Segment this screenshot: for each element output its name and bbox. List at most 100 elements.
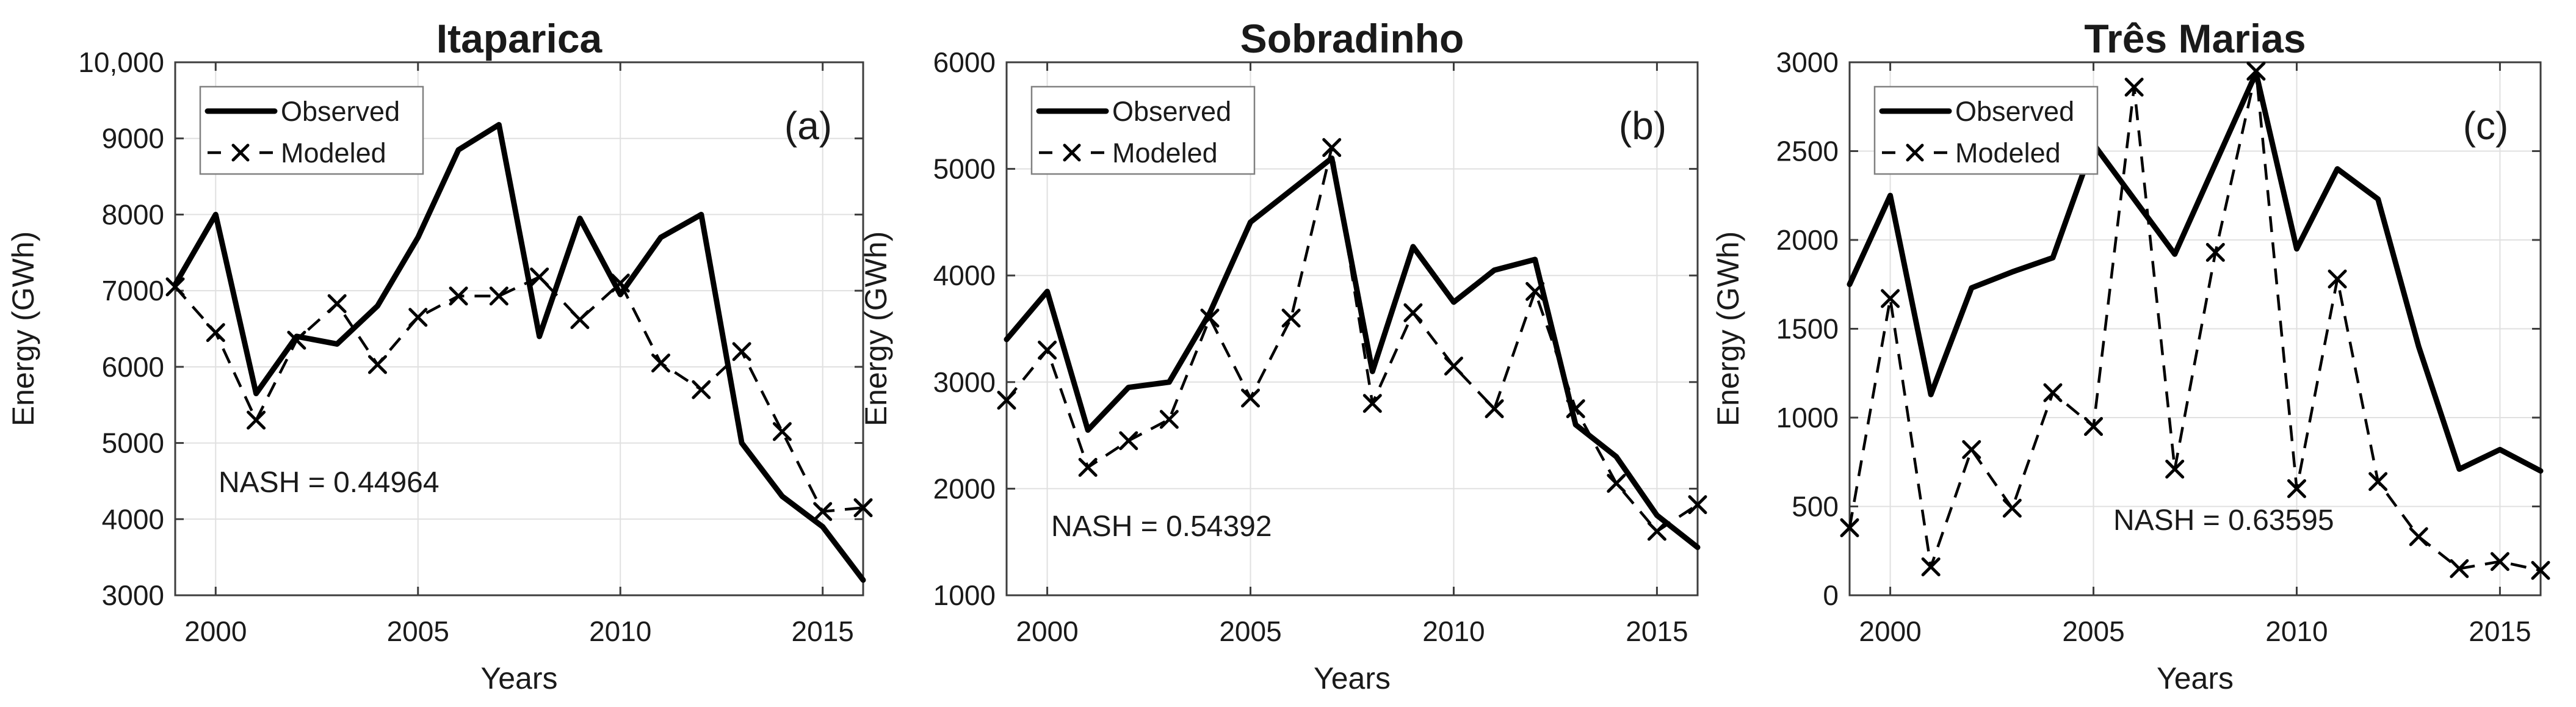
x-tick-label: 2015 bbox=[2469, 615, 2531, 647]
x-marker-stroke bbox=[1607, 474, 1626, 493]
x-marker bbox=[2205, 242, 2225, 262]
x-marker bbox=[2368, 472, 2388, 491]
x-marker-stroke bbox=[1647, 521, 1666, 541]
x-marker-stroke bbox=[1921, 557, 1941, 576]
x-marker-stroke bbox=[287, 330, 306, 350]
x-marker-stroke bbox=[1840, 518, 1859, 537]
x-marker-stroke bbox=[408, 308, 428, 327]
y-tick-label: 1500 bbox=[1776, 313, 1839, 345]
y-axis-label: Energy (GWh) bbox=[859, 231, 893, 427]
x-marker-stroke bbox=[1881, 289, 1900, 308]
y-tick-label: 2500 bbox=[1776, 136, 1839, 167]
x-marker-stroke bbox=[1485, 399, 1504, 418]
legend-box bbox=[199, 85, 424, 175]
x-marker bbox=[1921, 557, 1941, 576]
x-marker bbox=[1038, 340, 1057, 360]
x-marker bbox=[1881, 289, 1900, 308]
x-marker-stroke bbox=[732, 342, 751, 361]
panel-letter: (a) bbox=[784, 104, 832, 148]
y-tick-label: 5000 bbox=[933, 153, 996, 185]
nash-annotation: NASH = 0.44964 bbox=[219, 466, 440, 499]
x-marker bbox=[2043, 383, 2063, 402]
x-marker bbox=[853, 498, 873, 518]
x-marker-stroke bbox=[651, 354, 671, 373]
legend: Observed Modeled bbox=[1873, 85, 2099, 175]
x-marker bbox=[1078, 457, 1098, 477]
x-marker-stroke bbox=[2084, 417, 2104, 437]
x-marker-stroke bbox=[1362, 394, 1382, 413]
x-marker-stroke bbox=[247, 410, 266, 430]
x-tick-label: 2015 bbox=[1626, 615, 1688, 647]
legend: Observed Modeled bbox=[1030, 85, 1256, 175]
x-marker-stroke bbox=[1119, 431, 1138, 451]
x-marker-stroke bbox=[570, 310, 590, 330]
x-axis-label: Years bbox=[480, 661, 557, 695]
y-tick-label: 8000 bbox=[102, 198, 164, 230]
nash-annotation: NASH = 0.54392 bbox=[1051, 510, 1272, 543]
x-marker bbox=[1362, 394, 1382, 413]
x-marker bbox=[651, 354, 671, 373]
x-marker-stroke bbox=[2450, 559, 2469, 578]
plot-border bbox=[174, 61, 864, 596]
y-tick-label: 4000 bbox=[933, 259, 996, 291]
x-marker bbox=[1200, 308, 1220, 328]
chart-panel-a: 3000 4000 5000 6000 7000 8000 9000 10,000 2000 20… bbox=[6, 16, 873, 695]
y-tick-label: 10,000 bbox=[78, 46, 164, 78]
x-marker bbox=[1159, 410, 1179, 429]
x-marker bbox=[1566, 399, 1585, 418]
x-marker bbox=[1485, 399, 1504, 418]
x-tick-label: 2005 bbox=[1219, 615, 1281, 647]
x-marker bbox=[489, 286, 508, 306]
chart-title: Sobradinho bbox=[1240, 16, 1464, 61]
x-marker bbox=[772, 422, 792, 441]
x-tick-label: 2005 bbox=[387, 615, 449, 647]
x-marker bbox=[1647, 521, 1666, 541]
plot-border bbox=[1005, 61, 1699, 596]
x-marker bbox=[367, 355, 387, 374]
x-marker-stroke bbox=[2490, 552, 2509, 571]
x-marker-stroke bbox=[489, 286, 508, 306]
legend-label-observed: Observed bbox=[281, 96, 400, 127]
x-marker-stroke bbox=[1444, 357, 1463, 376]
x-marker bbox=[2002, 498, 2022, 518]
legend-box bbox=[1030, 85, 1256, 175]
y-tick-label: 3000 bbox=[102, 579, 164, 611]
x-marker bbox=[327, 294, 347, 313]
x-marker-stroke bbox=[772, 422, 792, 441]
y-tick-label: 3000 bbox=[1776, 46, 1839, 78]
y-tick-label: 500 bbox=[1792, 491, 1839, 523]
x-marker bbox=[1063, 143, 1081, 162]
x-marker bbox=[2450, 559, 2469, 578]
x-marker bbox=[1607, 474, 1626, 493]
legend-label-observed: Observed bbox=[1955, 96, 2074, 127]
x-marker bbox=[1906, 143, 1924, 162]
x-marker-stroke bbox=[1322, 138, 1342, 158]
x-marker bbox=[165, 277, 185, 297]
y-tick-label: 9000 bbox=[102, 123, 164, 154]
chart-panel-c: 0 500 1000 1500 2000 2500 3000 2000 2005 2010 2015… bbox=[1711, 16, 2550, 695]
x-marker bbox=[247, 410, 266, 430]
x-marker bbox=[2287, 479, 2306, 498]
x-marker-stroke bbox=[2287, 479, 2306, 498]
x-marker bbox=[1444, 357, 1463, 376]
x-marker bbox=[692, 380, 711, 399]
y-tick-label: 1000 bbox=[933, 579, 996, 611]
x-marker bbox=[1281, 308, 1301, 328]
x-marker bbox=[1840, 518, 1859, 537]
x-marker-stroke bbox=[1906, 143, 1924, 162]
y-tick-label: 2000 bbox=[1776, 224, 1839, 256]
x-marker-stroke bbox=[1241, 388, 1261, 408]
x-marker-stroke bbox=[2246, 62, 2266, 81]
x-marker-stroke bbox=[449, 286, 468, 306]
tick-marks bbox=[1850, 61, 2541, 596]
x-marker-stroke bbox=[813, 502, 833, 521]
y-tick-label: 3000 bbox=[933, 366, 996, 398]
y-tick-label: 2000 bbox=[933, 473, 996, 504]
legend-label-modeled: Modeled bbox=[1112, 137, 1218, 169]
x-marker-stroke bbox=[853, 498, 873, 518]
x-marker bbox=[570, 310, 590, 330]
modeled-line bbox=[1005, 146, 1699, 533]
x-marker bbox=[530, 267, 549, 287]
